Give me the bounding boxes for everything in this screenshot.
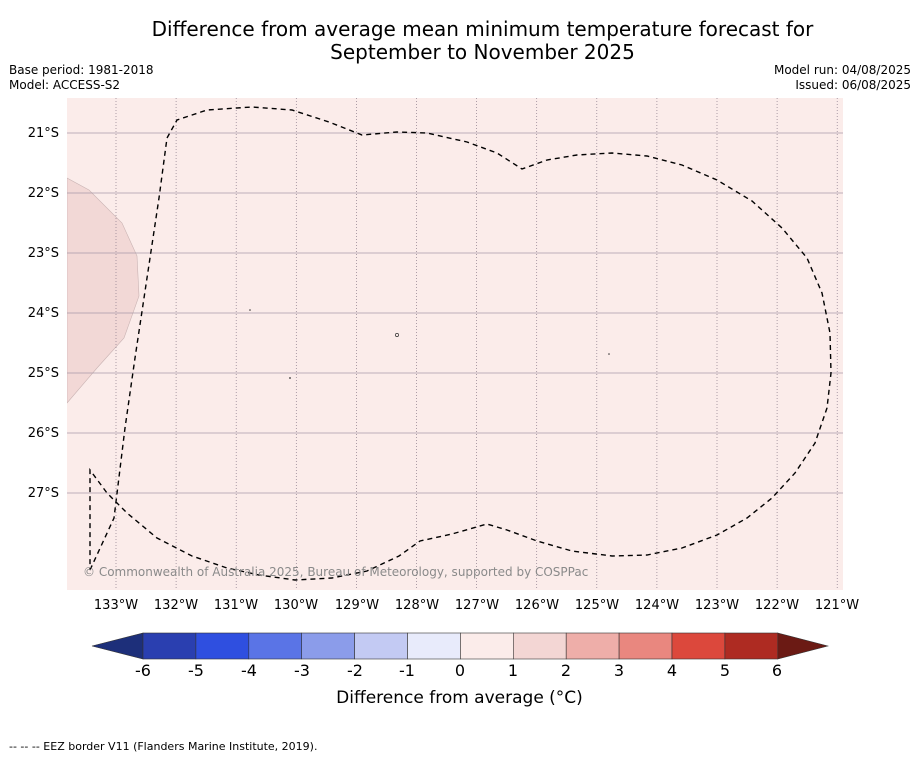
lat-label: 27°S [27,486,59,501]
colorbar-tick: 2 [560,661,572,680]
title-line-1: Difference from average mean minimum tem… [151,17,814,41]
colorbar-segment [407,632,461,660]
colorbar-tick: -6 [135,661,151,680]
lon-label: 130°W [273,598,319,613]
colorbar-tick: 3 [613,661,625,680]
colorbar-segment [565,632,620,660]
colorbar-extend-low [91,632,144,660]
base-period: Base period: 1981-2018 [9,63,154,77]
island-marker [608,353,610,355]
colorbar-segment [512,632,567,660]
colorbar-segment [724,632,779,660]
title-line-2: September to November 2025 [330,40,635,64]
lon-label: 133°W [93,598,139,613]
colorbar-segment [671,632,726,660]
colorbar-segment [248,632,303,660]
colorbar-tick: -2 [347,661,363,680]
colorbar-tick: -4 [241,661,257,680]
colorbar-segments [91,632,829,660]
lat-label: 23°S [27,246,59,261]
colorbar-segment [460,632,514,660]
lat-label: 26°S [27,426,59,441]
land-area [67,177,140,404]
lon-label: 127°W [454,598,500,613]
lon-label: 126°W [514,598,560,613]
lon-label: 122°W [754,598,800,613]
island-marker [289,377,291,379]
run-info: Model run: 04/08/2025 Issued: 06/08/2025 [774,63,911,93]
colorbar-tick: 1 [507,661,519,680]
ocean-background [67,98,843,590]
forecast-map [67,98,843,590]
colorbar-tick: -3 [294,661,310,680]
lon-label: 128°W [394,598,440,613]
lon-label: 125°W [574,598,620,613]
model-run: Model run: 04/08/2025 [773,63,911,77]
lat-label: 24°S [27,306,59,321]
copyright-notice: © Commonwealth of Australia 2025, Bureau… [83,565,589,579]
lon-label: 129°W [334,598,380,613]
colorbar-tick: -1 [399,661,415,680]
colorbar-label: Difference from average (°C) [336,688,583,708]
colorbar [90,630,830,666]
colorbar-segment [195,632,250,660]
colorbar-tick: 4 [666,661,678,680]
eez-footnote: -- -- -- EEZ border V11 (Flanders Marine… [9,740,318,753]
island-marker [395,333,399,337]
lon-label: 131°W [213,598,259,613]
issued-date: Issued: 06/08/2025 [795,78,911,92]
lat-label: 21°S [27,126,59,141]
colorbar-tick: 6 [771,661,783,680]
map-canvas [67,98,843,590]
model-name: Model: ACCESS-S2 [9,78,121,92]
colorbar-segment [618,632,673,660]
colorbar-segment [142,632,197,660]
map-title: Difference from average mean minimum tem… [0,18,919,64]
lat-label: 22°S [27,186,59,201]
colorbar-segment [301,632,355,660]
gridlines [67,98,843,590]
colorbar-tick: -5 [188,661,204,680]
base-info: Base period: 1981-2018 Model: ACCESS-S2 [9,63,154,93]
island-marker [249,309,251,311]
colorbar-scale [91,632,829,660]
lon-label: 123°W [694,598,740,613]
lat-label: 25°S [27,366,59,381]
colorbar-extend-high [777,632,829,660]
lon-label: 124°W [634,598,680,613]
lon-label: 121°W [814,598,860,613]
lon-label: 132°W [153,598,199,613]
colorbar-tick: 5 [719,661,731,680]
colorbar-tick: 0 [454,661,466,680]
colorbar-segment [354,632,408,660]
eez-border [89,106,832,581]
